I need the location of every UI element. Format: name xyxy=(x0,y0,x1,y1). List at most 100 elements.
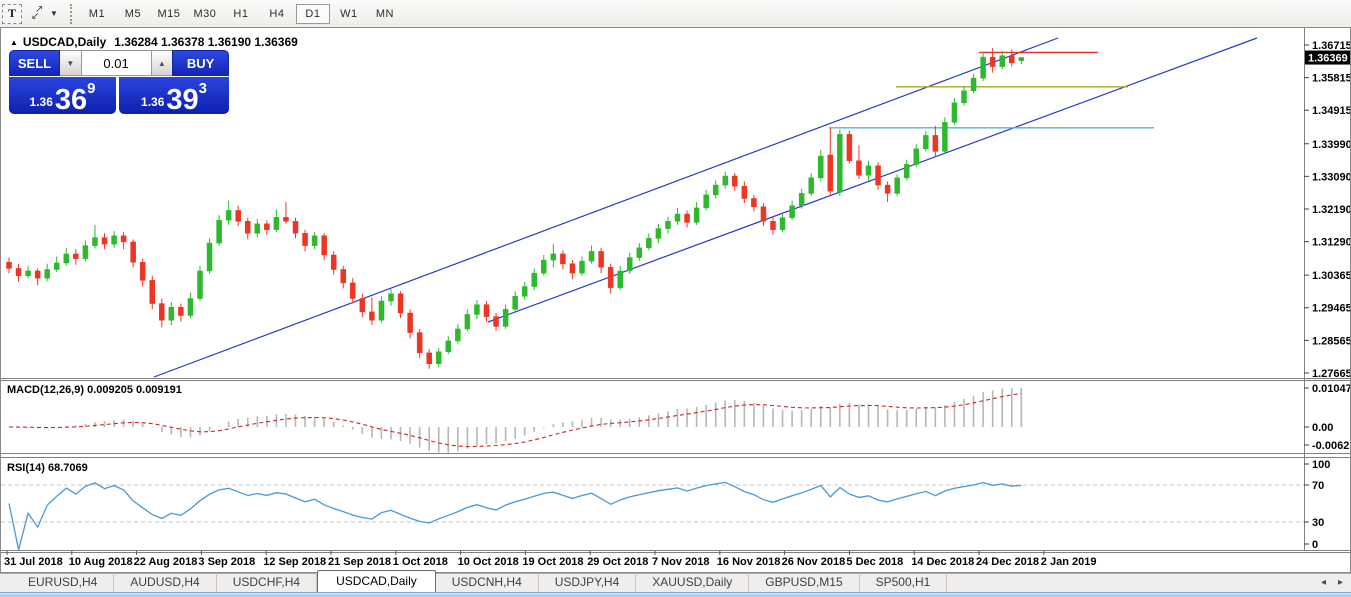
svg-text:3 Sep 2018: 3 Sep 2018 xyxy=(198,556,255,568)
chart-ohlc-values: 1.36284 1.36378 1.36190 1.36369 xyxy=(114,35,298,49)
text-label-tool-icon[interactable]: T xyxy=(2,3,22,24)
chart-tabs: EURUSD,H4 AUDUSD,H4 USDCHF,H4 USDCAD,Daily U… xyxy=(12,570,948,592)
svg-text:10 Oct 2018: 10 Oct 2018 xyxy=(458,556,519,568)
one-click-trading-panel: SELL ▼ ▲ BUY 1.36 36 9 1.36 39 3 xyxy=(9,50,229,116)
chart-tab-eurusd-h4[interactable]: EURUSD,H4 xyxy=(12,573,115,592)
svg-text:7 Nov 2018: 7 Nov 2018 xyxy=(652,556,709,568)
svg-text:0.00: 0.00 xyxy=(1312,422,1333,434)
svg-text:21 Sep 2018: 21 Sep 2018 xyxy=(328,556,391,568)
toolbar-separator xyxy=(69,3,72,24)
rsi-axis-labels: 100 70 30 0 xyxy=(1304,459,1330,551)
sell-price-display[interactable]: 1.36 36 9 xyxy=(9,77,116,116)
buy-price-base: 1.36 xyxy=(141,95,165,109)
svg-text:12 Sep 2018: 12 Sep 2018 xyxy=(263,556,326,568)
buy-button[interactable]: BUY xyxy=(172,50,229,76)
chevron-down-icon[interactable]: ▼ xyxy=(50,9,58,18)
svg-text:1.36369: 1.36369 xyxy=(1308,53,1348,65)
svg-text:10 Aug 2018: 10 Aug 2018 xyxy=(69,556,133,568)
chart-tab-usdjpy-h4[interactable]: USDJPY,H4 xyxy=(539,573,637,592)
timeframe-button-m15[interactable]: M15 xyxy=(157,7,181,20)
chart-title: ▲ USDCAD,Daily 1.36284 1.36378 1.36190 1… xyxy=(10,35,298,49)
svg-text:1.29465: 1.29465 xyxy=(1312,303,1350,315)
timeframe-button-h4[interactable]: H4 xyxy=(269,7,285,20)
sell-price-pip: 9 xyxy=(87,80,96,97)
macd-signal-line xyxy=(8,392,1022,448)
svg-text:1.36715: 1.36715 xyxy=(1312,40,1350,52)
panel-borders xyxy=(1,28,1350,553)
rsi-label: RSI(14) 68.7069 xyxy=(7,462,88,474)
svg-text:1.35815: 1.35815 xyxy=(1312,73,1350,85)
svg-text:-0.006218: -0.006218 xyxy=(1312,440,1350,452)
arrows-icon: ↗ ↙ xyxy=(31,3,44,22)
timeframe-button-m1[interactable]: M1 xyxy=(88,7,106,20)
sell-price-base: 1.36 xyxy=(29,95,53,109)
sell-button[interactable]: SELL xyxy=(9,50,60,76)
svg-text:0: 0 xyxy=(1312,539,1318,551)
status-strip xyxy=(0,592,1351,597)
timeframe-button-w1[interactable]: W1 xyxy=(340,7,358,20)
timeframe-button-d1[interactable]: D1 xyxy=(295,3,330,24)
svg-text:30: 30 xyxy=(1312,517,1324,529)
chart-symbol-label: USDCAD,Daily xyxy=(22,35,107,49)
timeframe-toolbar: M1 M5 M15 M30 H1 H4 D1 W1 MN xyxy=(80,3,402,24)
svg-text:2 Jan 2019: 2 Jan 2019 xyxy=(1041,556,1097,568)
candles-layer[interactable] xyxy=(6,48,1025,369)
chart-window: 1.36715 1.35815 1.34915 1.33990 1.33090 1.321… xyxy=(0,27,1351,573)
arrow-tool-button[interactable]: ↗ ↙ ▼ xyxy=(31,3,58,23)
chart-tab-audusd-h4[interactable]: AUDUSD,H4 xyxy=(114,573,217,592)
svg-text:31 Jul 2018: 31 Jul 2018 xyxy=(4,556,63,568)
chart-tab-usdcad-daily[interactable]: USDCAD,Daily xyxy=(317,570,436,592)
svg-text:22 Aug 2018: 22 Aug 2018 xyxy=(134,556,198,568)
volume-input[interactable] xyxy=(81,50,152,76)
svg-text:24 Dec 2018: 24 Dec 2018 xyxy=(976,556,1039,568)
rsi-level-lines xyxy=(1,484,1304,523)
svg-text:14 Dec 2018: 14 Dec 2018 xyxy=(911,556,974,568)
svg-text:0.010474: 0.010474 xyxy=(1312,383,1350,395)
sell-price-big: 36 xyxy=(54,84,88,116)
timeframe-button-h1[interactable]: H1 xyxy=(233,7,249,20)
svg-text:1.28565: 1.28565 xyxy=(1312,335,1350,347)
svg-text:26 Nov 2018: 26 Nov 2018 xyxy=(782,556,846,568)
chart-tab-sp500-h1[interactable]: SP500,H1 xyxy=(860,573,948,592)
top-toolbar: T ↗ ↙ ▼ M1 M5 M15 M30 H1 H4 D1 W1 MN xyxy=(0,0,1351,28)
svg-text:1.27665: 1.27665 xyxy=(1312,368,1350,380)
buy-price-display[interactable]: 1.36 39 3 xyxy=(119,77,229,116)
volume-decrease-button[interactable]: ▼ xyxy=(59,50,82,76)
rsi-line xyxy=(8,481,1022,550)
collapse-triangle-icon[interactable]: ▲ xyxy=(10,37,18,47)
chart-tab-bar: EURUSD,H4 AUDUSD,H4 USDCHF,H4 USDCAD,Daily U… xyxy=(0,570,1351,592)
svg-text:19 Oct 2018: 19 Oct 2018 xyxy=(522,556,583,568)
timeframe-button-m30[interactable]: M30 xyxy=(193,7,217,20)
svg-text:1.33990: 1.33990 xyxy=(1312,139,1350,151)
svg-text:1.32190: 1.32190 xyxy=(1312,204,1350,216)
svg-text:1 Oct 2018: 1 Oct 2018 xyxy=(393,556,448,568)
chart-tab-usdcnh-h4[interactable]: USDCNH,H4 xyxy=(436,573,539,592)
current-price-tag: 1.36369 xyxy=(1305,50,1350,65)
svg-text:16 Nov 2018: 16 Nov 2018 xyxy=(717,556,781,568)
date-axis-labels: 31 Jul 2018 10 Aug 2018 22 Aug 2018 3 Sep 2… xyxy=(4,551,1096,568)
channel-lower[interactable] xyxy=(487,37,1258,323)
svg-text:70: 70 xyxy=(1312,480,1324,492)
chart-tab-usdchf-h4[interactable]: USDCHF,H4 xyxy=(217,573,318,592)
timeframe-button-mn[interactable]: MN xyxy=(375,7,394,20)
tab-scroll-left-icon[interactable]: ◂ xyxy=(1320,577,1326,588)
buy-price-big: 39 xyxy=(166,84,199,116)
macd-label: MACD(12,26,9) 0.009205 0.009191 xyxy=(7,384,182,396)
chart-tab-gbpusd-m15[interactable]: GBPUSD,M15 xyxy=(749,573,860,592)
svg-text:1.33090: 1.33090 xyxy=(1312,171,1350,183)
price-axis-labels: 1.36715 1.35815 1.34915 1.33990 1.33090 1.321… xyxy=(1304,40,1350,380)
svg-text:1.30365: 1.30365 xyxy=(1312,270,1350,282)
macd-histogram xyxy=(17,387,1023,453)
svg-text:100: 100 xyxy=(1312,459,1330,471)
macd-axis-labels: 0.010474 0.00 -0.006218 xyxy=(1304,383,1350,452)
volume-increase-button[interactable]: ▲ xyxy=(151,50,173,76)
timeframe-button-m5[interactable]: M5 xyxy=(124,7,142,20)
svg-text:29 Oct 2018: 29 Oct 2018 xyxy=(587,556,648,568)
tab-scroll-right-icon[interactable]: ▸ xyxy=(1337,577,1343,588)
channel-upper[interactable] xyxy=(153,37,1059,378)
buy-price-pip: 3 xyxy=(198,80,207,97)
svg-text:1.34915: 1.34915 xyxy=(1312,105,1350,117)
chart-tab-xauusd-daily[interactable]: XAUUSD,Daily xyxy=(636,573,750,592)
chart-plot-area[interactable]: 1.36715 1.35815 1.34915 1.33990 1.33090 1.321… xyxy=(1,28,1350,570)
svg-text:1.31290: 1.31290 xyxy=(1312,237,1350,249)
